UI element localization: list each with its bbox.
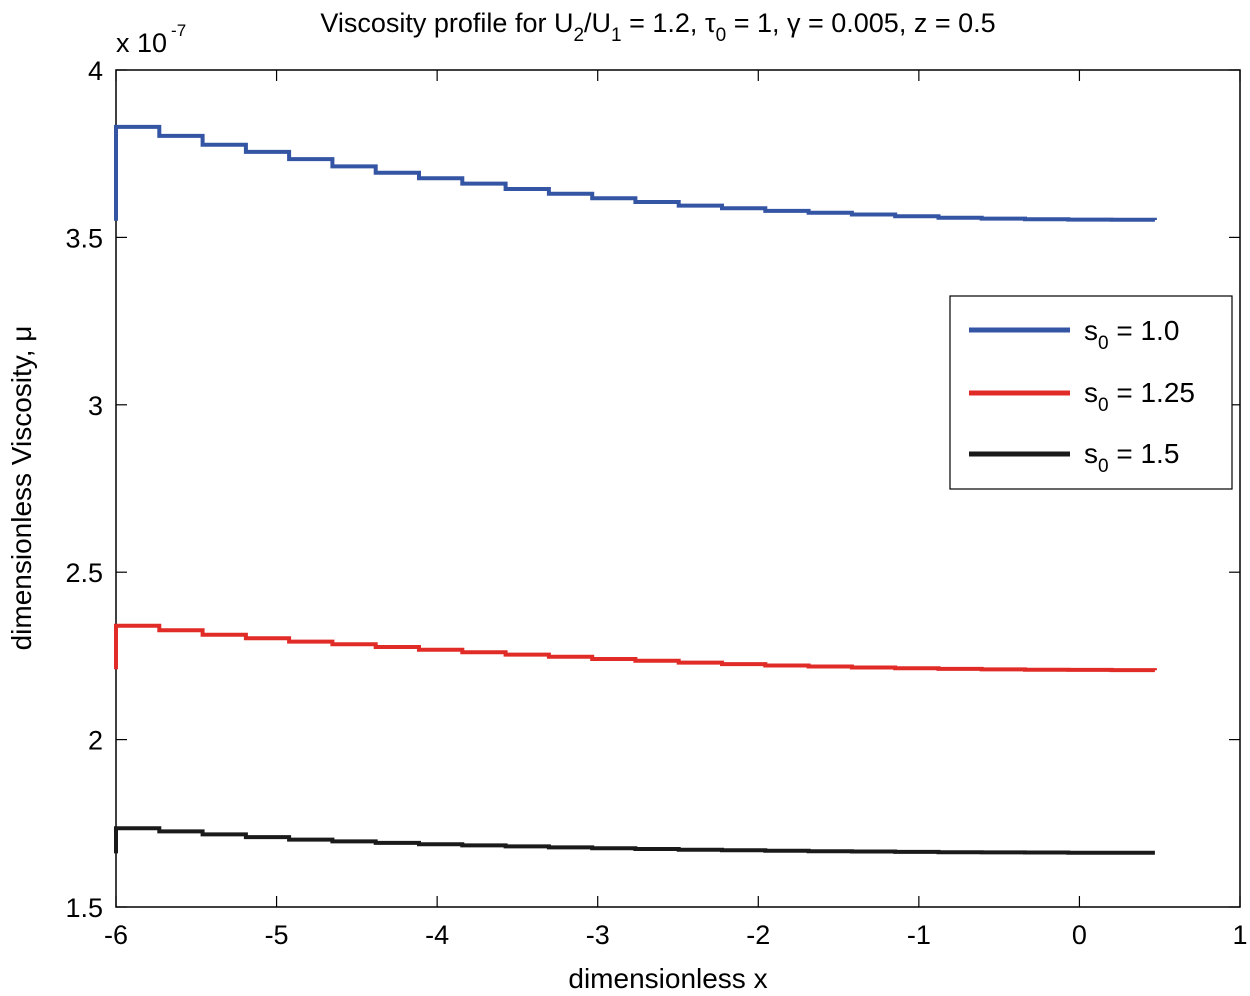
plot-frame [115, 69, 1241, 908]
x-tick-label: -3 [586, 920, 610, 950]
y-tick-label: 2.5 [65, 558, 103, 588]
title-tau: τ [705, 8, 716, 38]
y-tick-label: 3.5 [65, 223, 103, 253]
axis-ticks: -6 -5 -4 -3 -2 -1 0 1 1.5 2 2.5 3 3.5 4 [65, 56, 1247, 950]
y-tick-label: 2 [88, 726, 103, 756]
legend: s0 = 1.0 s0 = 1.25 s0 = 1.5 [949, 295, 1233, 490]
y-tick-label: 4 [88, 56, 103, 86]
chart-title: Viscosity profile for U2/U1 = 1.2, τ0 = … [320, 8, 995, 46]
y-exponent-label: x 10 -7 [116, 21, 186, 58]
x-tick-label: -6 [104, 920, 128, 950]
title-mid2: = 1, γ = 0.005, z = 0.5 [726, 8, 995, 38]
x-tick-label: 0 [1072, 920, 1087, 950]
x-tick-label: -4 [425, 920, 449, 950]
y-tick-label: 3 [88, 391, 103, 421]
title-tau-subscript: 0 [716, 25, 727, 46]
x-tick-label: -1 [907, 920, 931, 950]
legend-label-s0-1-25: s0 = 1.25 [1084, 377, 1195, 416]
series-line-1 [114, 623, 1157, 673]
title-prefix: Viscosity profile for U [320, 8, 573, 38]
x-axis-title: dimensionless x [568, 963, 767, 994]
series-lines [114, 124, 1157, 855]
x-tick-label: -2 [746, 920, 770, 950]
x-tick-label: -5 [265, 920, 289, 950]
series-line-0 [114, 124, 1157, 222]
x-tick-label: 1 [1232, 920, 1247, 950]
series-line-2 [114, 826, 1155, 855]
title-u1-subscript: 1 [611, 25, 622, 46]
title-slash: /U [584, 8, 611, 38]
y-axis-title: dimensionless Viscosity, μ [6, 326, 37, 651]
title-mid1: = 1.2, [622, 8, 705, 38]
y-exponent-base: x 10 [116, 28, 167, 58]
y-tick-label: 1.5 [65, 893, 103, 923]
legend-label-s0-1-0: s0 = 1.0 [1084, 315, 1179, 354]
y-exponent-power: -7 [171, 21, 186, 40]
title-u2-subscript: 2 [573, 25, 584, 46]
legend-label-s0-1-5: s0 = 1.5 [1084, 438, 1179, 477]
